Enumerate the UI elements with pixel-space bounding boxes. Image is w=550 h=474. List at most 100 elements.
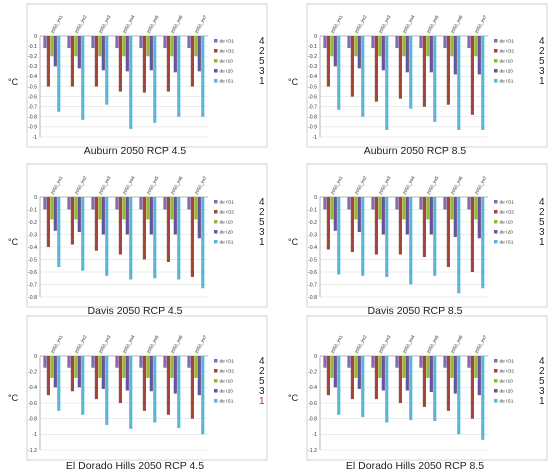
y-tick-label: -0.4 [308,74,317,80]
bar [163,36,167,49]
bar [333,356,337,388]
bar [43,36,47,49]
chart-svg: 0 -0.1 -0.2 -0.3 -0.4 -0.5 -0.6 -0.7 -0.8 -0.9 -1 2… [306,3,548,148]
bar [378,356,382,378]
bar [101,356,105,389]
y-tick-label: -0.4 [28,74,37,80]
legend-number: 3 [259,386,265,397]
legend-swatch [214,399,218,403]
bar [197,356,201,396]
bar [139,197,143,210]
bar [201,36,205,117]
bar [385,197,389,277]
bar [470,197,474,272]
bar [374,197,378,255]
y-tick-label: 0 [34,195,37,201]
legend-swatch [214,49,218,53]
bar [446,36,450,105]
bar [374,36,378,102]
y-tick-label: -0.2 [308,220,317,226]
bar [142,197,146,260]
bar [125,356,129,391]
bar [177,197,181,280]
legend-label: de IS1 [220,399,234,405]
bar [350,197,354,252]
legend-label: de I10 [220,379,234,385]
chart-panel-auburn-rcp45: 0 -0.1 -0.2 -0.3 -0.4 -0.5 -0.6 -0.7 -0.8 -0.9 -1 2… [0,0,270,162]
bar [187,36,191,49]
bar [422,36,426,107]
bar [450,356,454,378]
bar [177,36,181,117]
y-tick-label: -0.6 [28,401,37,407]
y-tick-label: -0.5 [308,257,317,263]
legend-label: de I20 [220,389,234,395]
bar [419,356,423,368]
legend-label: de IO1 [220,39,235,45]
y-axis-unit: °C [8,76,19,87]
bar [402,356,406,378]
bar [395,197,399,210]
bar [474,36,478,57]
legend-label: de IO2 [220,49,235,55]
bar [194,356,198,378]
y-tick-label: -0.5 [308,84,317,90]
chart-frame [306,3,548,148]
y-tick-label: -1 [32,135,37,141]
bar [115,197,119,210]
bar [129,356,133,429]
legend-label: de I10 [220,220,234,226]
bar [53,356,57,388]
bar [70,197,74,245]
bar [177,356,181,429]
bar [361,36,365,117]
legend-label: de IS1 [220,240,234,246]
y-tick-label: -0.7 [28,105,37,111]
bar [330,36,334,57]
y-tick-label: -0.9 [28,125,37,131]
bar [170,197,174,220]
chart-frame [26,163,268,308]
chart-title: El Dorado Hills 2050 RCP 4.5 [65,460,205,472]
bar [398,36,402,99]
legend-number: 1 [259,76,265,87]
legend-swatch [494,359,498,363]
legend-number: 2 [539,46,545,57]
bar [142,356,146,411]
y-axis-unit: °C [288,76,299,87]
bar [194,36,198,57]
bar [453,197,457,237]
legend-label: de I10 [220,59,234,65]
y-tick-label: -1 [312,432,317,438]
bar [129,36,133,129]
legend-label: de IO2 [500,49,515,55]
legend-number: 1 [539,237,545,248]
chart-panel-davis-rcp85: 0 -0.1 -0.2 -0.3 -0.4 -0.5 -0.6 -0.7 -0.8 2050_in… [280,160,550,322]
legend-number: 2 [259,207,265,218]
legend-number: 2 [259,366,265,377]
legend-swatch [214,200,218,204]
bar [190,356,194,419]
legend-swatch [494,39,498,43]
legend-number: 3 [539,66,545,77]
legend-number: 2 [539,207,545,218]
legend-swatch [214,220,218,224]
bar [398,197,402,255]
legend-label: de I10 [500,220,514,226]
bar [146,197,150,220]
bar [146,36,150,57]
bar [419,36,423,49]
bar [146,356,150,378]
y-axis-unit: °C [288,393,299,403]
bar [443,36,447,49]
bar [149,197,153,235]
legend-label: de IS1 [500,79,514,85]
bar [330,197,334,220]
bar [125,197,129,235]
bar [467,36,471,49]
bar [74,356,78,378]
legend-number: 5 [539,56,545,67]
legend-label: de IO1 [220,200,235,206]
chart-panel-auburn-rcp85: 0 -0.1 -0.2 -0.3 -0.4 -0.5 -0.6 -0.7 -0.8 -0.9 -1 2… [280,0,550,162]
